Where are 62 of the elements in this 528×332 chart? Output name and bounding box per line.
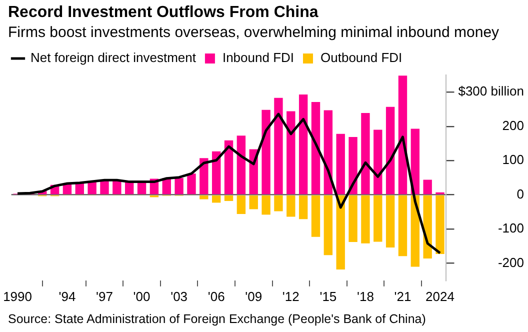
bar xyxy=(374,130,382,194)
bar xyxy=(361,113,370,194)
bar xyxy=(386,106,395,194)
x-tick-label: 1990 xyxy=(3,288,32,304)
bar xyxy=(336,195,345,270)
chart-title: Record Investment Outflows From China xyxy=(8,4,318,22)
y-tick-label: -200 xyxy=(498,254,524,270)
x-tick-label: '03 xyxy=(170,288,188,304)
bar xyxy=(274,195,283,212)
bar xyxy=(224,195,234,201)
bar xyxy=(361,195,370,244)
bar xyxy=(311,195,320,237)
bar xyxy=(336,134,345,194)
y-tick-label: -100 xyxy=(498,220,524,236)
bar xyxy=(423,180,432,194)
bar xyxy=(249,195,258,210)
x-tick-label: 2024 xyxy=(426,288,454,304)
bar xyxy=(374,195,382,242)
bar xyxy=(200,195,208,200)
bar xyxy=(398,195,408,256)
x-tick-label: '06 xyxy=(208,288,225,304)
chart-subtitle: Firms boost investments overseas, overwhelming minimal inbound money xyxy=(8,24,500,41)
legend-label: Inbound FDI xyxy=(222,50,294,66)
x-tick-label: '09 xyxy=(245,288,262,304)
bar xyxy=(187,174,196,194)
bar xyxy=(236,136,246,194)
x-tick-label: '15 xyxy=(320,288,337,304)
x-tick-label: '21 xyxy=(394,288,412,304)
x-tick-label: '18 xyxy=(356,288,374,304)
bar xyxy=(236,195,246,214)
bar xyxy=(212,151,221,194)
x-tick-label: '94 xyxy=(58,288,76,304)
bar xyxy=(436,195,444,254)
bar xyxy=(274,98,283,194)
y-tick-label: 0 xyxy=(516,186,524,202)
bar xyxy=(410,128,420,194)
bar xyxy=(311,102,320,194)
bar xyxy=(212,195,221,203)
bar xyxy=(200,158,208,194)
bar xyxy=(324,195,333,256)
bar xyxy=(286,195,296,217)
legend-label: Outbound FDI xyxy=(320,50,402,66)
source-note: Source: State Administration of Foreign Exchange (People's Bank of China) xyxy=(8,312,426,326)
x-tick-label: '12 xyxy=(282,288,300,304)
bar xyxy=(348,195,358,242)
legend-label: Net foreign direct investment xyxy=(30,50,196,66)
x-tick-label: '00 xyxy=(133,288,150,304)
bar xyxy=(262,195,270,215)
y-tick-label: $300 billion xyxy=(458,84,524,99)
bar xyxy=(298,94,308,194)
bar xyxy=(174,178,184,194)
bar xyxy=(224,140,234,194)
x-tick-label: '97 xyxy=(96,288,113,304)
bar xyxy=(286,111,296,194)
y-tick-label: 100 xyxy=(502,152,524,168)
y-tick-label: 200 xyxy=(502,118,524,133)
bar xyxy=(348,136,358,194)
bar xyxy=(398,76,408,194)
bar xyxy=(423,195,432,258)
bar xyxy=(386,195,395,248)
bar xyxy=(262,110,270,194)
bar xyxy=(298,195,308,220)
